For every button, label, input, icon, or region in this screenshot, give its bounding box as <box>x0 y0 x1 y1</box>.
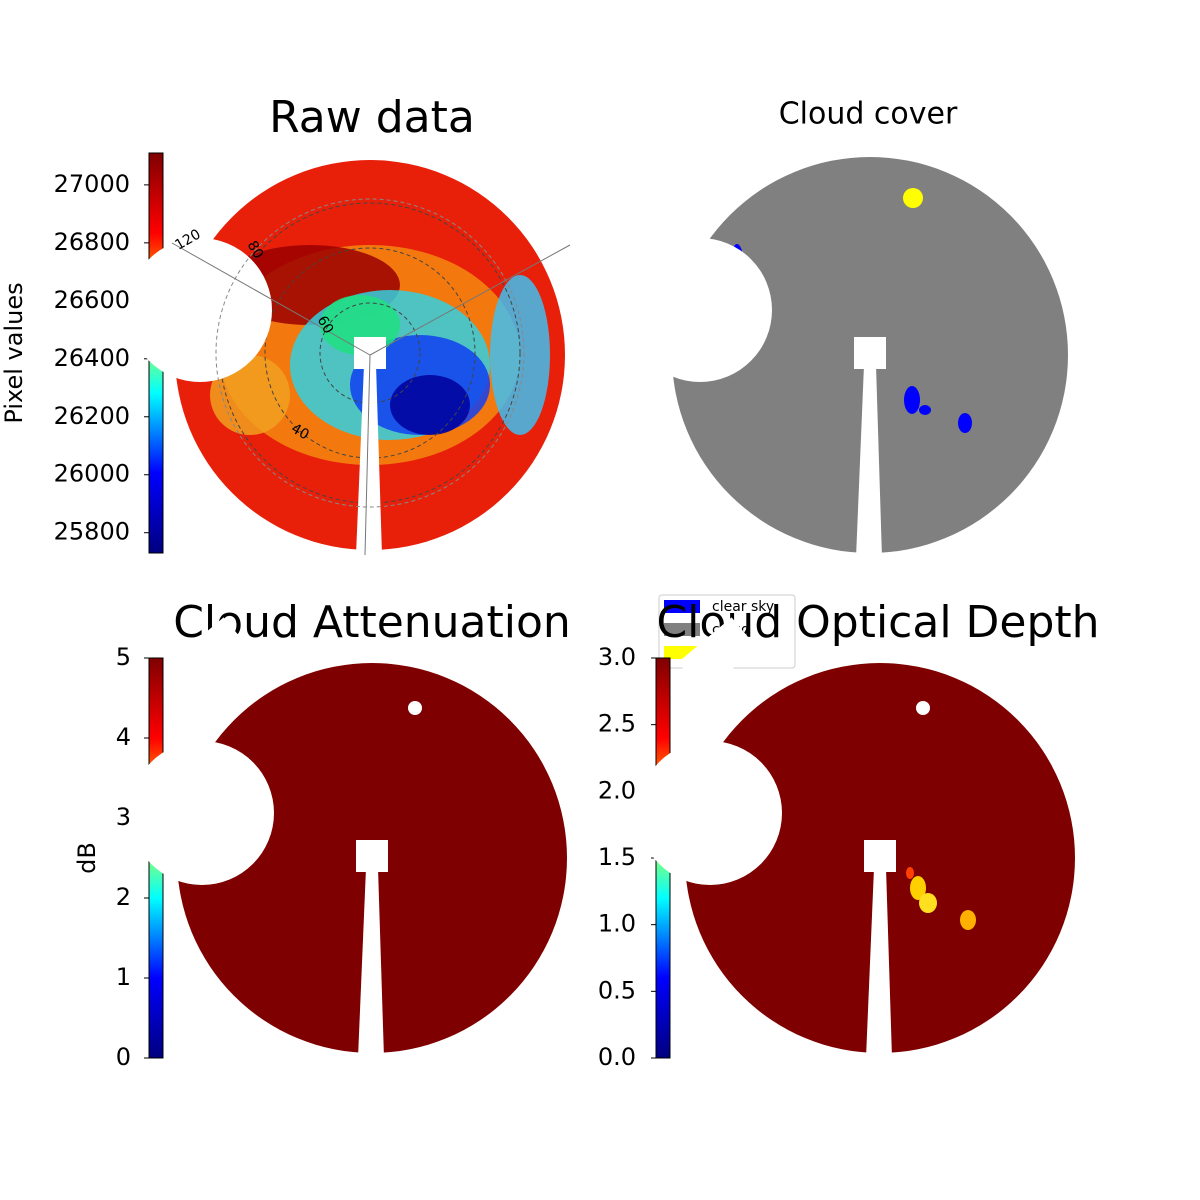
colorbar-tick-label: 2.0 <box>598 776 636 804</box>
colorbar-label: dB <box>73 842 101 874</box>
sun-marker <box>903 188 923 208</box>
sky-image <box>638 617 1075 1058</box>
polar-axis <box>364 354 371 556</box>
colorbar-tick-label: 0 <box>116 1043 131 1071</box>
clear-sky-region <box>919 405 931 415</box>
colorbar-tick-label: 4 <box>116 723 131 751</box>
polar-grid-label: 80 <box>244 238 267 261</box>
mask <box>408 701 422 715</box>
sky-region <box>906 867 914 879</box>
sky-region <box>960 910 976 930</box>
mask <box>356 365 382 555</box>
sky-region <box>919 893 937 913</box>
colorbar-tick-label: 26200 <box>54 402 130 430</box>
mask <box>864 840 896 872</box>
colorbar-tick-label: 26800 <box>54 228 130 256</box>
mask <box>866 868 892 1058</box>
mask <box>169 617 250 694</box>
sky-image <box>128 114 565 555</box>
colorbar-tick-label: 27000 <box>54 170 130 198</box>
colorbar-tick-label: 25800 <box>54 518 130 546</box>
mask <box>356 840 388 872</box>
colorbar-tick-label: 3 <box>116 803 131 831</box>
colorbar-tick-label: 0.0 <box>598 1043 636 1071</box>
mask <box>854 337 886 369</box>
mask <box>167 114 248 191</box>
colorbar-tick-label: 26600 <box>54 286 130 314</box>
clear-sky-region <box>904 386 920 414</box>
mask <box>856 365 882 558</box>
sky-region <box>390 375 470 435</box>
sky-image <box>628 111 1068 558</box>
colorbar-tick-label: 1.5 <box>598 843 636 871</box>
panel-title: Raw data <box>269 92 475 143</box>
colorbar-tick-label: 5 <box>116 643 131 671</box>
polar-axis <box>369 244 571 356</box>
legend-swatch <box>664 623 700 636</box>
mask <box>358 868 384 1058</box>
polar-grid-label: 40 <box>288 421 311 444</box>
colorbar-tick-label: 2 <box>116 883 131 911</box>
polar-grid-label: 60 <box>314 313 337 336</box>
mask <box>128 238 272 382</box>
colorbar-tick-label: 26400 <box>54 344 130 372</box>
colorbar-tick-label: 1.0 <box>598 910 636 938</box>
colorbar-tick-label: 2.5 <box>598 710 636 738</box>
legend-swatch <box>664 600 700 613</box>
colorbar-tick-label: 3.0 <box>598 643 636 671</box>
polar-grid <box>215 198 525 508</box>
mask <box>664 111 745 188</box>
colorbar-tick-label: 26000 <box>54 460 130 488</box>
mask <box>638 741 782 885</box>
clear-sky-region <box>958 413 972 433</box>
mask <box>130 741 274 885</box>
sky-region <box>910 876 926 900</box>
colorbar-tick-label: 1 <box>116 963 131 991</box>
panel-title: Cloud cover <box>779 97 958 132</box>
colorbar-tick-label: 0.5 <box>598 976 636 1004</box>
polar-axis <box>171 242 371 356</box>
mask <box>677 617 758 694</box>
colorbar-label: Pixel values <box>0 282 28 423</box>
mask <box>628 238 772 382</box>
mask <box>916 701 930 715</box>
legend-label: clear sky <box>712 599 774 615</box>
sky-image <box>130 617 567 1058</box>
